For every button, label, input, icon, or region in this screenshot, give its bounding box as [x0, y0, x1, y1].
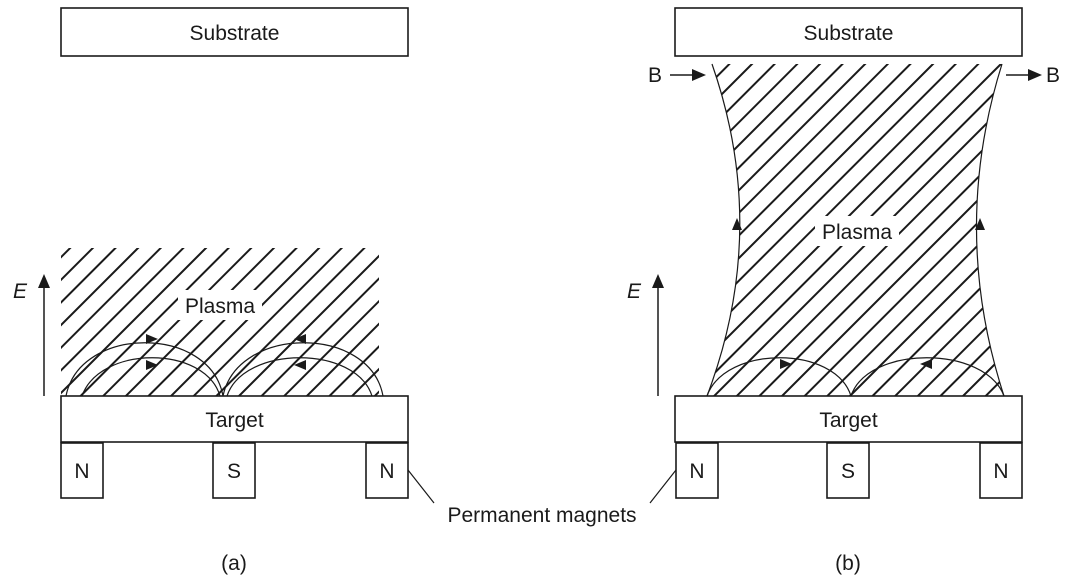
callout-leader-right [649, 469, 677, 504]
arrowhead-left-b [920, 359, 932, 369]
target-label-b: Target [819, 409, 878, 432]
plasma-region-b: Plasma [706, 63, 1005, 397]
magnet-a-3 [365, 442, 409, 499]
e-field-head-a [38, 274, 50, 288]
magnet-a-2 [212, 442, 256, 499]
magnet-b-2-label: S [841, 460, 855, 483]
b-field-right-b: B [1006, 64, 1060, 87]
magnet-a-3-label: N [379, 460, 394, 483]
substrate-label-a: Substrate [190, 22, 280, 45]
field-line-left-b [706, 357, 852, 397]
target-label-a: Target [205, 409, 264, 432]
magnet-a-2-label: S [227, 460, 241, 483]
plasma-region-a: Plasma [61, 248, 379, 396]
field-line-inner-right-a [226, 357, 373, 397]
substrate-box-b [674, 7, 1023, 57]
target-a: Target [60, 395, 409, 443]
plasma-hatch-a [61, 248, 379, 396]
boundary-arrowhead-left-b [732, 218, 742, 230]
field-line-right-b [850, 357, 1005, 397]
caption-b: (b) [835, 552, 861, 575]
magnet-b-3-label: N [993, 460, 1008, 483]
arrowhead-left-upper-a [294, 334, 306, 344]
magnet-b-1-label: N [689, 460, 704, 483]
arrowhead-right-upper-a [146, 334, 158, 344]
plasma-label-bg-a [178, 290, 262, 320]
magnets-a: N S N [60, 442, 409, 499]
b-arrow-head-right [1028, 69, 1042, 81]
magnet-a-1 [60, 442, 104, 499]
e-field-label-a: E [13, 280, 28, 303]
b-label-left: B [648, 64, 662, 87]
magnets-b: N S N [675, 442, 1023, 499]
callout-leader-left [407, 469, 435, 504]
magnet-b-1 [675, 442, 719, 499]
permanent-magnets-callout: Permanent magnets [407, 469, 677, 527]
plasma-label-a: Plasma [185, 295, 255, 318]
substrate-label-b: Substrate [804, 22, 894, 45]
field-line-outer-left-a [65, 342, 224, 397]
magnet-b-3 [979, 442, 1023, 499]
panel-a: Substrate Plasma E Target [13, 7, 409, 575]
b-label-right: B [1046, 64, 1060, 87]
permanent-magnets-label: Permanent magnets [447, 504, 636, 527]
substrate-a: Substrate [60, 7, 409, 57]
plasma-label-bg-b [815, 216, 899, 246]
substrate-box-a [60, 7, 409, 57]
field-lines-b [706, 357, 1005, 397]
arrowhead-right-lower-a [146, 360, 158, 370]
arrowhead-left-lower-a [294, 360, 306, 370]
plasma-label-b: Plasma [822, 221, 892, 244]
b-field-left-b: B [648, 64, 706, 87]
b-arrow-head-left [692, 69, 706, 81]
arrowhead-right-b [780, 359, 792, 369]
e-field-arrow-a: E [13, 274, 50, 396]
target-box-b [674, 395, 1023, 443]
substrate-b: Substrate [674, 7, 1023, 57]
e-field-arrow-b: E [627, 274, 664, 396]
target-box-a [60, 395, 409, 443]
magnet-a-1-label: N [74, 460, 89, 483]
field-line-inner-left-a [81, 357, 221, 397]
field-lines-a [65, 334, 384, 397]
e-field-label-b: E [627, 280, 642, 303]
magnet-b-2 [826, 442, 870, 499]
caption-a: (a) [221, 552, 247, 575]
e-field-head-b [652, 274, 664, 288]
target-b: Target [674, 395, 1023, 443]
panel-b: Substrate Plasma B B [627, 7, 1060, 575]
boundary-arrowhead-right-b [975, 218, 985, 230]
